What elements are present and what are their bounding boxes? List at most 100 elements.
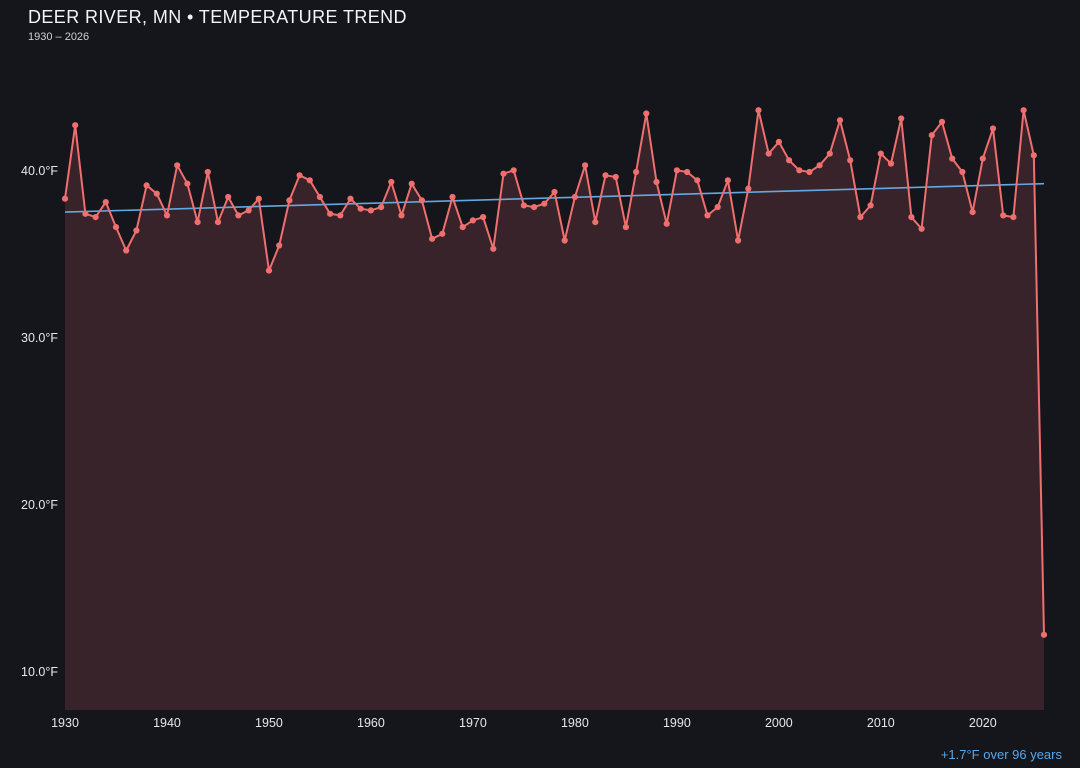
x-tick-label: 1980 [561, 716, 589, 730]
data-point [1010, 214, 1017, 221]
y-tick-label: 30.0°F [21, 331, 58, 345]
data-point [561, 237, 568, 244]
data-point [286, 197, 293, 204]
data-point [347, 195, 354, 202]
data-point [1020, 107, 1027, 114]
data-point [714, 204, 721, 211]
x-tick-label: 1960 [357, 716, 385, 730]
data-point [551, 188, 558, 196]
data-point [510, 167, 517, 174]
data-point [296, 172, 303, 179]
data-point [582, 162, 589, 169]
data-point [775, 138, 783, 145]
chart-title: DEER RIVER, MN • TEMPERATURE TREND [28, 7, 407, 27]
data-point [704, 212, 711, 219]
data-point [490, 245, 497, 252]
data-point [143, 182, 150, 189]
data-point [316, 193, 323, 201]
data-point [928, 132, 935, 139]
data-point [1000, 212, 1007, 219]
chart-header: DEER RIVER, MN • TEMPERATURE TREND 1930 … [28, 7, 407, 43]
area-fill [65, 110, 1044, 710]
data-point [816, 162, 823, 169]
data-point [633, 168, 640, 176]
data-point [72, 122, 79, 129]
data-point [724, 177, 732, 184]
x-tick-label: 1990 [663, 716, 691, 730]
data-point [398, 212, 405, 219]
data-point [92, 214, 99, 221]
data-point [184, 180, 191, 187]
data-point [123, 247, 130, 254]
data-point [898, 115, 905, 122]
y-tick-label: 40.0°F [21, 164, 58, 178]
data-point [214, 219, 222, 226]
data-point [1030, 152, 1037, 159]
data-point [480, 214, 487, 221]
data-point [133, 227, 140, 234]
data-point [500, 170, 507, 177]
data-point [826, 150, 833, 157]
data-point [194, 219, 201, 226]
data-point [571, 193, 579, 201]
data-point [531, 204, 538, 211]
data-point [877, 150, 884, 157]
data-point [857, 214, 864, 221]
data-point [592, 219, 599, 226]
data-point [949, 155, 956, 162]
data-point [388, 178, 395, 186]
data-point [245, 207, 252, 214]
data-point [418, 197, 425, 204]
data-point [357, 205, 364, 212]
data-point [602, 172, 609, 179]
data-point [836, 117, 844, 124]
data-point [673, 167, 681, 174]
data-point [959, 168, 966, 176]
data-point [806, 168, 813, 176]
data-point [459, 224, 466, 231]
data-point [663, 220, 670, 227]
data-point [979, 155, 986, 162]
data-point [867, 202, 874, 209]
data-point [786, 157, 793, 164]
data-point [163, 212, 171, 219]
data-point [796, 167, 803, 174]
data-point [684, 168, 691, 176]
data-point [938, 118, 946, 125]
data-point [306, 177, 313, 184]
y-tick-label: 10.0°F [21, 665, 58, 679]
data-point [255, 195, 262, 202]
x-tick-label: 1940 [153, 716, 181, 730]
data-point [541, 200, 548, 207]
trend-annotation: +1.7°F over 96 years [940, 747, 1062, 762]
data-point [112, 224, 120, 231]
data-point [276, 242, 283, 249]
data-point [612, 173, 619, 181]
x-tick-label: 2010 [867, 716, 895, 730]
data-point [989, 125, 997, 132]
data-point [918, 225, 925, 232]
data-point [622, 224, 630, 231]
data-point [520, 202, 528, 209]
x-tick-label: 1930 [51, 716, 79, 730]
data-point [327, 210, 334, 217]
data-point [908, 214, 915, 221]
data-point [235, 212, 242, 219]
data-point [102, 199, 109, 206]
data-point [847, 157, 854, 164]
data-point [643, 110, 650, 117]
data-point [174, 162, 181, 169]
data-point [755, 107, 762, 114]
data-point [204, 168, 211, 176]
x-tick-label: 1950 [255, 716, 283, 730]
x-tick-label: 2000 [765, 716, 793, 730]
data-point [449, 193, 456, 201]
data-point [61, 195, 69, 202]
data-point [745, 185, 752, 192]
data-point [439, 230, 446, 237]
chart-subtitle: 1930 – 2026 [28, 31, 90, 43]
data-point [367, 207, 374, 214]
data-point [765, 150, 772, 157]
